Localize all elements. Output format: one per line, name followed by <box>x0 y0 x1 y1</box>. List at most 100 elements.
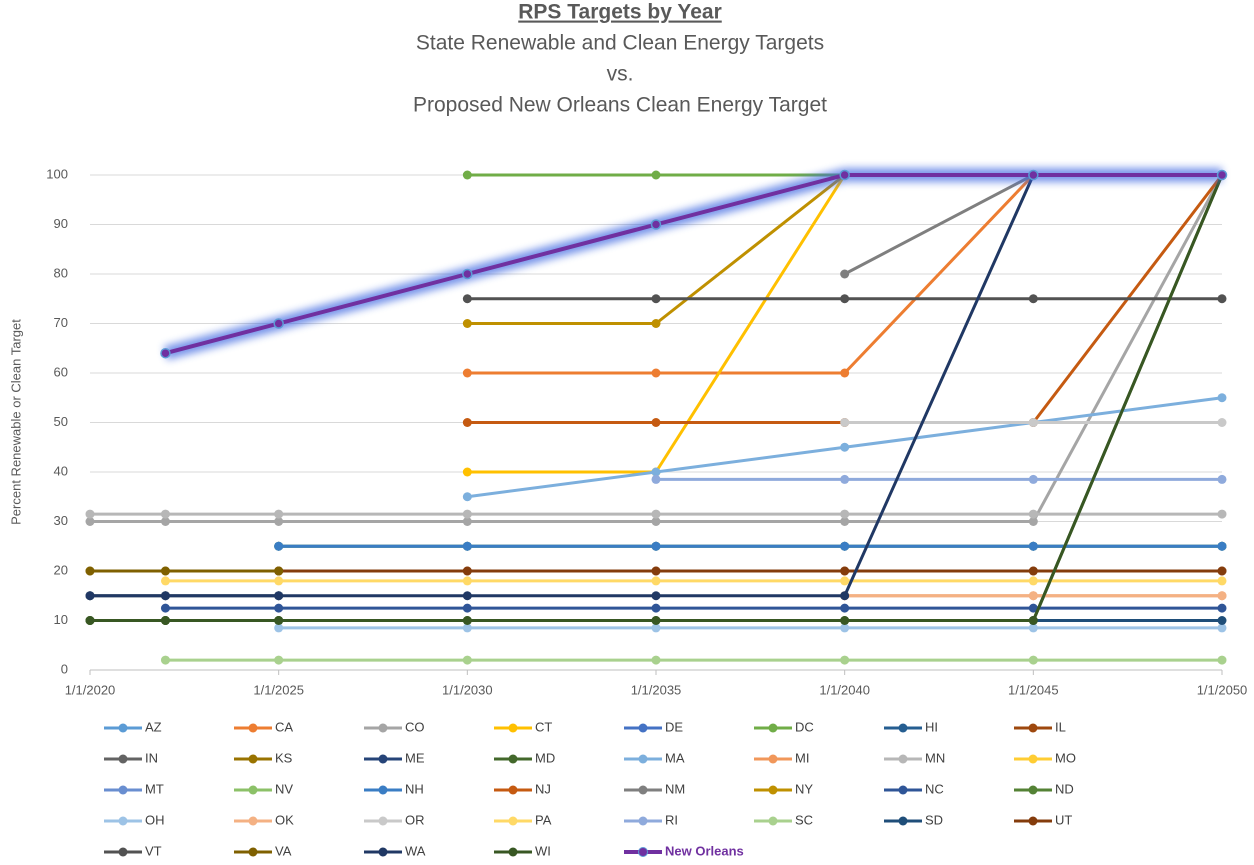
legend-marker <box>248 847 258 857</box>
legend-marker <box>898 723 908 733</box>
y-tick-label: 30 <box>54 513 68 528</box>
legend-label: ME <box>405 750 425 765</box>
series-line <box>90 174 1224 523</box>
legend-marker <box>1028 816 1038 826</box>
point <box>840 442 850 452</box>
x-tick-label: 1/1/2025 <box>253 682 304 697</box>
legend-label: UT <box>1055 812 1072 827</box>
y-axis-label: Percent Renewable or Clean Target <box>8 319 23 525</box>
point <box>85 616 95 625</box>
point <box>651 170 661 180</box>
point <box>274 655 284 665</box>
point <box>1217 603 1227 613</box>
legend-label: SC <box>795 812 813 827</box>
chart-subtitle: Proposed New Orleans Clean Energy Target <box>413 94 827 117</box>
legend-marker <box>118 754 128 764</box>
x-tick-label: 1/1/2020 <box>65 682 116 697</box>
series-line <box>164 173 1222 356</box>
legend-marker <box>638 723 648 733</box>
point <box>651 541 661 551</box>
legend-label: NY <box>795 781 813 796</box>
point <box>274 541 284 551</box>
point <box>840 603 850 613</box>
legend-marker <box>248 754 258 764</box>
point <box>1028 603 1038 613</box>
legend-label: RI <box>665 812 678 827</box>
legend-marker <box>118 785 128 795</box>
legend-marker <box>1028 723 1038 733</box>
point <box>840 517 850 526</box>
line-glow <box>163 168 1222 360</box>
point <box>160 591 170 601</box>
legend-marker <box>1028 785 1038 795</box>
legend-marker <box>898 816 908 826</box>
point <box>85 509 95 519</box>
x-tick-label: 1/1/2045 <box>1008 682 1059 697</box>
chart-subtitle: State Renewable and Clean Energy Targets <box>416 32 824 55</box>
point <box>462 591 472 601</box>
legend-marker <box>768 723 778 733</box>
point <box>1216 169 1228 181</box>
point <box>1028 566 1038 576</box>
legend-label: HI <box>925 719 938 734</box>
point <box>462 294 472 304</box>
legend-marker <box>638 847 648 857</box>
point <box>651 368 661 378</box>
point <box>462 517 472 526</box>
legend-label: MO <box>1055 750 1076 765</box>
legend-marker <box>768 816 778 826</box>
point <box>1217 623 1227 633</box>
legend-marker <box>508 723 518 733</box>
point <box>462 368 472 378</box>
point <box>651 474 661 484</box>
legend-marker <box>508 785 518 795</box>
legend-marker <box>118 723 128 733</box>
point <box>840 655 850 665</box>
point <box>1028 541 1038 551</box>
point <box>1028 169 1039 181</box>
point <box>651 418 661 427</box>
point <box>650 219 662 230</box>
y-tick-label: 60 <box>54 364 68 379</box>
legend-marker <box>378 754 388 764</box>
point <box>160 603 170 613</box>
point <box>840 623 850 633</box>
legend-label: AZ <box>145 719 162 734</box>
point <box>1217 655 1227 665</box>
point <box>651 566 661 576</box>
point <box>1028 591 1038 601</box>
point <box>160 655 170 665</box>
point <box>1217 576 1227 586</box>
y-tick-label: 90 <box>54 216 68 231</box>
legend-label: OR <box>405 812 425 827</box>
legend-label: VA <box>275 843 292 858</box>
point <box>274 603 284 613</box>
legend-marker <box>768 785 778 795</box>
legend-marker <box>898 785 908 795</box>
legend-marker <box>378 847 388 857</box>
point <box>462 541 472 551</box>
point <box>85 591 95 601</box>
point <box>1217 566 1227 576</box>
legend-marker <box>508 816 518 826</box>
legend-label: KS <box>275 750 293 765</box>
y-tick-label: 80 <box>54 265 68 280</box>
point <box>1217 591 1227 601</box>
legend-label: MN <box>925 750 945 765</box>
point <box>160 517 170 526</box>
point <box>651 467 661 477</box>
point <box>651 655 661 665</box>
y-tick-label: 50 <box>54 414 68 429</box>
legend-marker <box>1028 754 1038 764</box>
point <box>85 566 95 576</box>
legend-marker <box>378 785 388 795</box>
point <box>462 576 472 586</box>
point <box>160 347 171 359</box>
point <box>462 509 472 519</box>
series-line <box>90 173 1222 598</box>
legend-marker <box>638 816 648 826</box>
legend-label: NM <box>665 781 685 796</box>
point <box>462 319 472 328</box>
point <box>651 616 661 625</box>
legend-label: MA <box>665 750 685 765</box>
